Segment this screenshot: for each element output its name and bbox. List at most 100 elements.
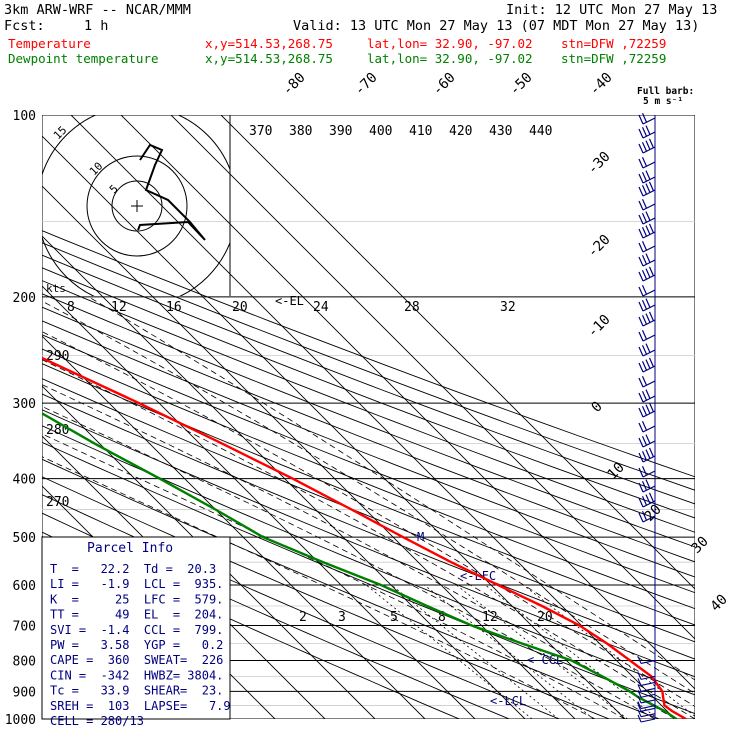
dewpoint-legend: Dewpoint temperature — [8, 51, 159, 66]
isotherm-label--60: -60 — [430, 70, 459, 99]
moist-adiabat-24 — [42, 359, 695, 719]
hodo-ring-label-10: 10 — [87, 160, 106, 179]
parcel-row-5: PW = 3.58 YGP = 0.2 — [50, 638, 223, 652]
model-title: 3km ARW-WRF -- NCAR/MMM — [4, 2, 191, 18]
dewpoint-curve — [42, 412, 678, 719]
parcel-row-9: SREH = 103 LAPSE= 7.9 — [50, 699, 231, 713]
pressure-tick-800: 800 — [13, 654, 36, 669]
dry-adiabat-280 — [42, 476, 610, 719]
hodograph-trace — [137, 143, 206, 241]
isotherm--30 — [42, 335, 426, 719]
mixing-ratio-label-upper-24: 24 — [313, 300, 329, 315]
dry-adiabat-370 — [42, 334, 695, 594]
dry-adiabat-label-290: 290 — [46, 349, 69, 364]
wind-barb — [638, 447, 656, 463]
temp-loc-stn: stn=DFW ,72259 — [561, 36, 667, 51]
wind-barb — [638, 421, 656, 433]
theta-label-440: 440 — [529, 124, 552, 139]
theta-label-420: 420 — [449, 124, 472, 139]
pressure-tick-600: 600 — [13, 579, 36, 594]
isotherm-50 — [220, 115, 695, 590]
wind-barb — [638, 170, 656, 184]
parcel-row-2: K = 25 LFC = 579. — [50, 592, 223, 606]
pressure-tick-300: 300 — [13, 397, 36, 412]
isotherm-label--40: -40 — [587, 70, 616, 99]
mixing-ratio-label-lower-2: 2 — [299, 610, 307, 625]
mixing-ratio-3 — [391, 584, 559, 719]
isotherm-10 — [42, 135, 626, 719]
wind-barb — [638, 389, 656, 403]
dry-adiabat-label-280: 280 — [46, 423, 69, 438]
dry-adiabat-label-270: 270 — [46, 495, 69, 510]
theta-label-370: 370 — [249, 124, 272, 139]
mixing-ratio-label-upper-8: 8 — [67, 300, 75, 315]
mixing-ratio-5 — [424, 584, 594, 719]
parcel-info-box: Parcel Info T = 22.2 Td = 20.3LI = -1.9 … — [41, 536, 231, 728]
init-time: Init: 12 UTC Mon 27 May 13 — [506, 2, 718, 18]
mixing-ratio-label-lower-5: 5 — [390, 610, 398, 625]
isotherm-label--10: -10 — [585, 312, 614, 341]
dry-adiabat-300 — [42, 441, 695, 715]
wind-barb-low-890 — [637, 684, 656, 692]
wind-barb-low-800 — [637, 656, 656, 665]
parcel-row-7: CIN = -342 HWBZ= 3804. — [50, 668, 223, 682]
wind-barb — [638, 357, 656, 373]
wind-barb-low-950 — [637, 701, 656, 710]
wind-barb — [638, 241, 656, 253]
pressure-tick-100: 100 — [13, 109, 36, 124]
parcel-row-3: TT = 49 EL = 204. — [50, 608, 223, 622]
parcel-row-1: LI = -1.9 LCL = 935. — [50, 577, 223, 591]
wind-barb — [638, 298, 656, 312]
valid-time: Valid: 13 UTC Mon 27 May 13 (07 MDT Mon … — [293, 18, 700, 34]
dew-loc-latlon: lat,lon= 32.90, -97.02 — [367, 51, 533, 66]
temp-loc-xy: x,y=514.53,268.75 — [205, 36, 333, 51]
mixing-ratio-label-upper-28: 28 — [404, 300, 420, 315]
parcel-row-6: CAPE = 360 SWEAT= 226 — [50, 653, 223, 667]
dry-adiabat-340 — [42, 378, 695, 643]
theta-label-380: 380 — [289, 124, 312, 139]
dew-loc-xy: x,y=514.53,268.75 — [205, 51, 333, 66]
isotherm--10 — [42, 235, 526, 719]
temp-loc-latlon: lat,lon= 32.90, -97.02 — [367, 36, 533, 51]
mixing-ratio-label-upper-16: 16 — [166, 300, 182, 315]
parcel-info-title: Parcel Info — [87, 541, 173, 556]
isotherm-label--80: -80 — [280, 70, 309, 99]
wind-barb-low-960 — [637, 704, 656, 712]
wind-barb — [638, 311, 656, 327]
dry-adiabat-380 — [42, 320, 695, 578]
pressure-tick-700: 700 — [13, 619, 36, 634]
dry-adiabat-430 — [42, 254, 695, 505]
annotation-lcl: <-LCL — [490, 694, 526, 708]
isotherm--20 — [42, 285, 476, 719]
parcel-row-4: SVI = -1.4 CCL = 799. — [50, 623, 223, 637]
fcst-value: 1 h — [84, 18, 109, 34]
dry-adiabat-410 — [42, 280, 695, 533]
isotherm-label--30: -30 — [585, 149, 614, 178]
theta-label-390: 390 — [329, 124, 352, 139]
parcel-row-10: CELL = 280/13 — [50, 714, 144, 728]
pressure-tick-900: 900 — [13, 685, 36, 700]
hodo-ring-label-15: 15 — [51, 124, 70, 143]
mixing-ratio-12 — [484, 584, 659, 719]
wind-barb — [638, 223, 656, 239]
wind-barb — [638, 479, 656, 493]
mixing-ratio-label-lower-20: 20 — [537, 610, 553, 625]
wind-barb — [638, 113, 656, 125]
isotherm-0 — [42, 185, 576, 719]
parcel-row-8: Tc = 33.9 SHEAR= 23. — [50, 684, 223, 698]
wind-barb — [638, 211, 656, 225]
hodograph — [42, 115, 230, 296]
temperature-legend: Temperature — [8, 36, 91, 51]
wind-barb — [638, 376, 656, 388]
dry-adiabat-390 — [42, 306, 695, 563]
dry-adiabat-400 — [42, 293, 695, 548]
barb-legend-units: 5 m s⁻¹ — [643, 96, 683, 107]
wind-barb — [638, 434, 656, 448]
wind-barb-low-930 — [637, 695, 656, 704]
mixing-ratio-8 — [456, 584, 628, 719]
pressure-tick-500: 500 — [13, 531, 36, 546]
isotherm-label-0: 0 — [589, 399, 606, 416]
wind-barb — [638, 199, 656, 211]
wind-barb — [638, 330, 656, 342]
wind-barb-low-910 — [637, 690, 656, 698]
